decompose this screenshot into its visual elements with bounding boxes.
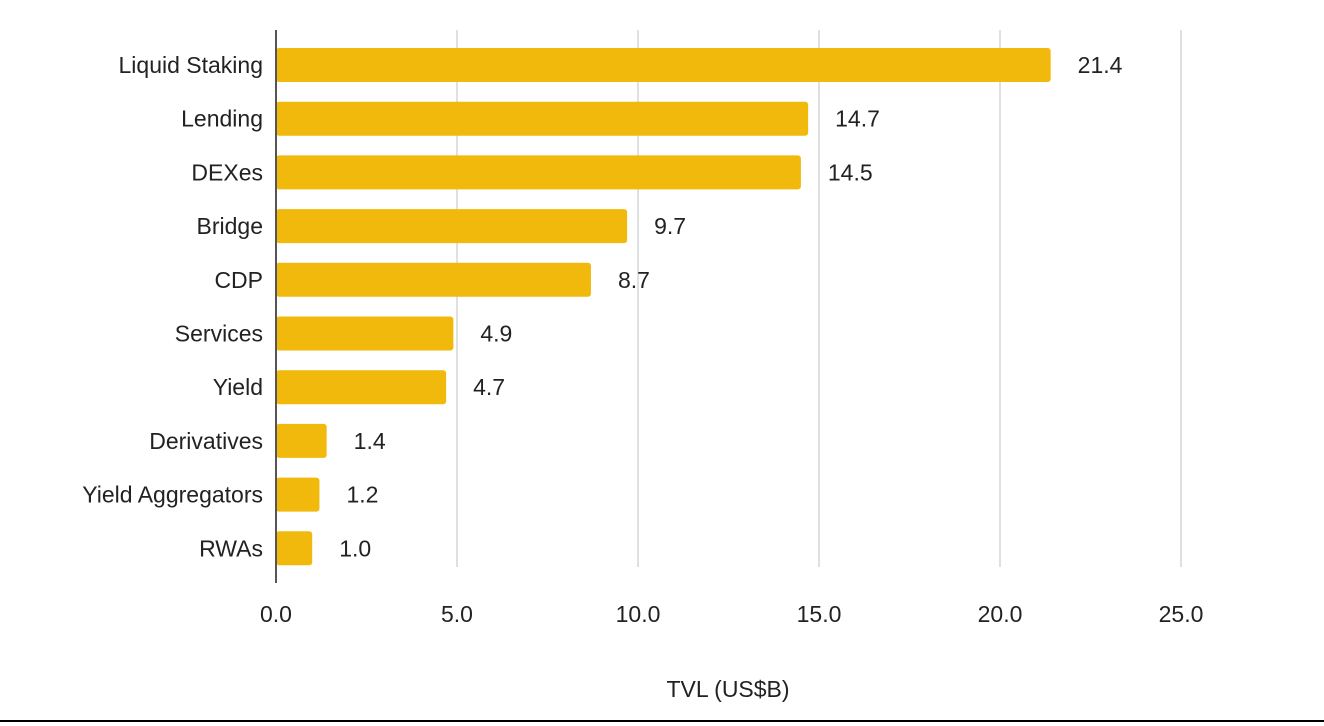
x-tick-label: 15.0 [797, 601, 842, 627]
y-category-label: Bridge [197, 213, 263, 239]
bar [276, 155, 801, 190]
y-category-label: Yield [213, 374, 263, 400]
y-category-label: Services [175, 321, 263, 347]
labels: 0.0 5.0 10.0 15.0 20.0 25.0 Liquid Staking 21.4… [82, 52, 1203, 627]
bar-value-label: 4.9 [480, 321, 512, 347]
bar [276, 48, 1051, 82]
x-tick-label: 20.0 [978, 601, 1023, 627]
bar-value-label: 9.7 [654, 213, 686, 239]
x-tick-label: 0.0 [260, 601, 292, 627]
bar [276, 262, 591, 297]
x-tick-label: 10.0 [616, 601, 661, 627]
y-category-label: Derivatives [149, 428, 263, 454]
x-tick-label: 5.0 [441, 601, 473, 627]
bar-value-label: 4.7 [473, 374, 505, 400]
bar [276, 316, 454, 351]
x-tick-label: 25.0 [1159, 601, 1204, 627]
y-category-label: Yield Aggregators [82, 482, 263, 508]
bar-value-label: 1.0 [339, 535, 371, 561]
bars [276, 48, 1051, 566]
bar-value-label: 1.2 [346, 482, 378, 508]
y-category-label: Lending [181, 106, 263, 132]
y-category-label: RWAs [199, 535, 263, 561]
y-category-label: Liquid Staking [119, 52, 264, 78]
bar [276, 370, 447, 405]
y-category-label: DEXes [191, 159, 263, 185]
bar-value-label: 21.4 [1078, 52, 1123, 78]
bar [276, 101, 809, 136]
bar-value-label: 14.5 [828, 159, 873, 185]
bar [276, 477, 320, 512]
bar [276, 423, 327, 458]
bar-value-label: 14.7 [835, 106, 880, 132]
bar [276, 531, 313, 566]
bar [276, 209, 628, 244]
y-category-label: CDP [214, 267, 263, 293]
bar-value-label: 1.4 [354, 428, 386, 454]
bar-value-label: 8.7 [618, 267, 650, 293]
x-axis-title: TVL (US$B) [666, 676, 789, 702]
